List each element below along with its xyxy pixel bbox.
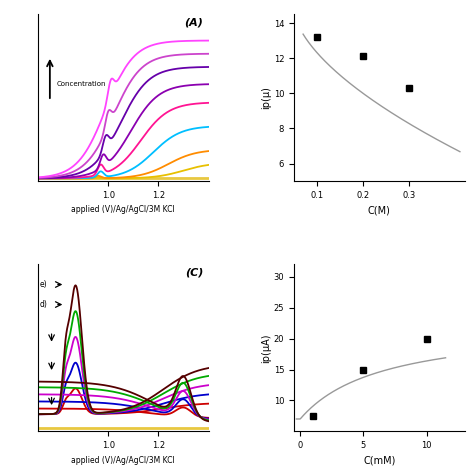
X-axis label: C(mM): C(mM) [363,456,395,465]
Text: Concentration: Concentration [57,82,106,87]
Y-axis label: ip(μ): ip(μ) [261,86,271,109]
Y-axis label: ip(μA): ip(μA) [261,333,271,363]
X-axis label: C(M): C(M) [368,205,391,215]
Text: d): d) [40,300,47,309]
Text: (C): (C) [185,268,203,278]
Text: e): e) [40,280,47,289]
X-axis label: applied (V)/Ag/AgCl/3M KCl: applied (V)/Ag/AgCl/3M KCl [72,456,175,465]
X-axis label: applied (V)/Ag/AgCl/3M KCl: applied (V)/Ag/AgCl/3M KCl [72,205,175,214]
Text: (A): (A) [184,18,203,27]
